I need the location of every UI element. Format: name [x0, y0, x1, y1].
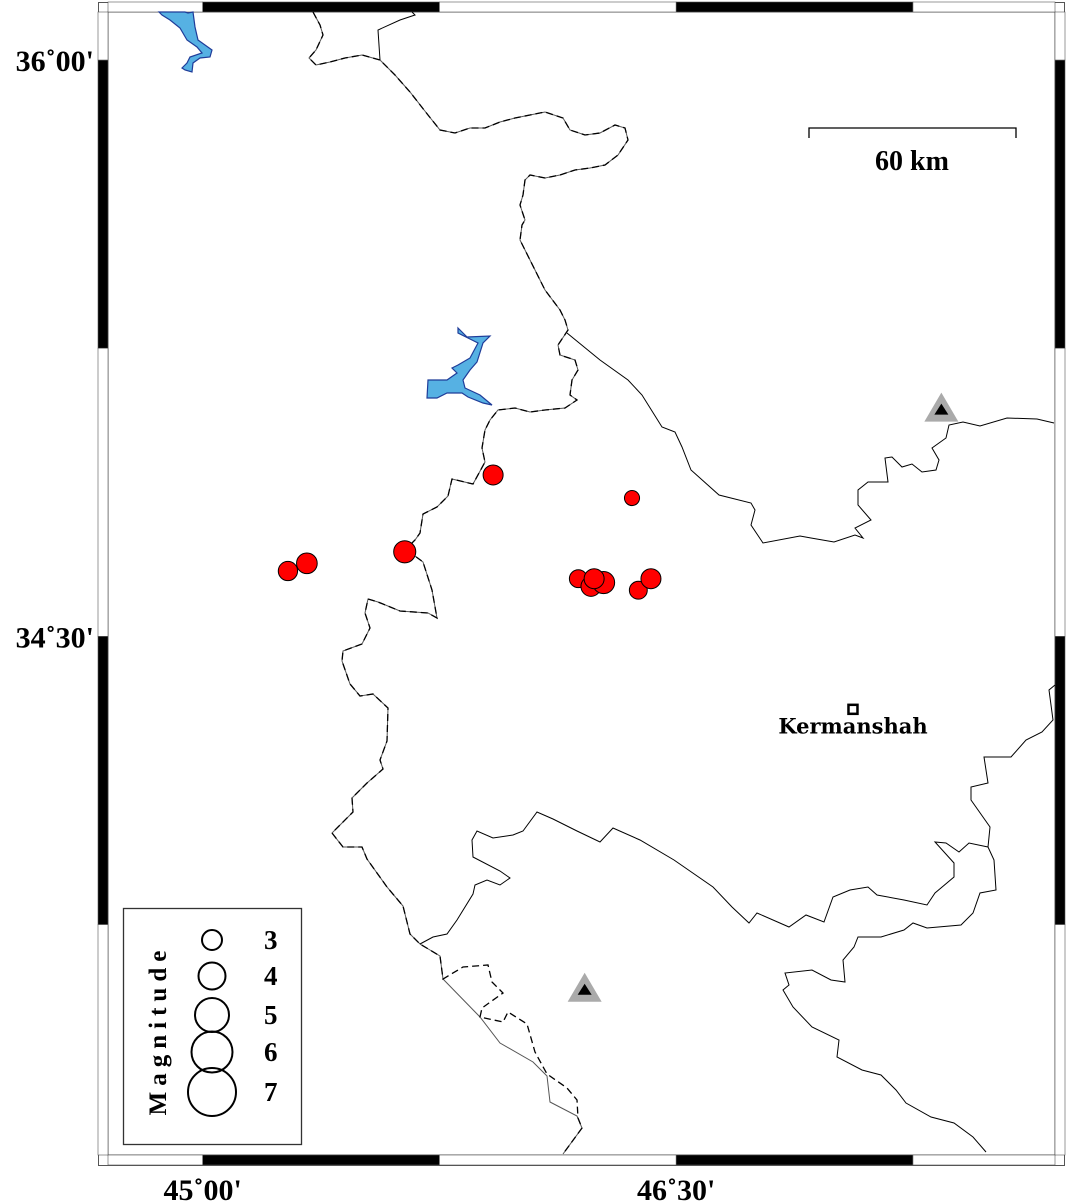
- legend-label: 7: [264, 1077, 278, 1107]
- legend-circle: [187, 1067, 237, 1117]
- station-inner-triangle: [577, 983, 592, 995]
- city-label: Kermanshah: [778, 713, 927, 738]
- frame-bar-left: [97, 59, 109, 349]
- magnitude-legend: Magnitude 3 4 5 6 7: [122, 907, 303, 1146]
- earthquake-event-marker: [628, 580, 648, 600]
- province-boundary-south: [419, 684, 1056, 945]
- lake-north: [157, 11, 213, 73]
- frame-bar-bottom: [439, 1154, 677, 1166]
- province-boundary-north: [566, 332, 1055, 544]
- earthquake-event-marker: [640, 568, 662, 590]
- earthquake-event-marker: [482, 464, 504, 486]
- frame-bar-bottom: [675, 1154, 914, 1166]
- seismic-stations: [567, 392, 959, 1002]
- legend-label: 4: [264, 961, 278, 991]
- station-inner-triangle: [934, 403, 949, 415]
- earthquake-event-marker: [623, 489, 641, 507]
- legend-label: 3: [264, 925, 278, 955]
- border-iran-iraq-dashed: [308, 11, 629, 1155]
- longitude-label: 46˚30': [637, 1174, 715, 1203]
- frame-bar-bottom: [912, 1154, 1056, 1166]
- frame-bar-right: [1054, 924, 1066, 1156]
- latitude-label: 36˚00': [16, 45, 94, 78]
- earthquake-events: [277, 464, 662, 600]
- frame-bar-left: [97, 636, 109, 925]
- lakes: [157, 11, 493, 406]
- frame-bar-right: [1054, 636, 1066, 925]
- latitude-label: 34˚30': [16, 621, 94, 654]
- legend-label: 5: [264, 1000, 278, 1030]
- earthquake-event-marker: [393, 540, 417, 564]
- frame-bar-left: [97, 11, 109, 61]
- legend-items: 3 4 5 6 7: [187, 925, 278, 1117]
- frame-bar-left: [97, 924, 109, 1156]
- frame-bar-right: [1054, 59, 1066, 349]
- station-triangle-icon: [924, 392, 959, 422]
- axis-labels: 45˚00' 46˚30' 36˚00' 34˚30': [16, 45, 716, 1203]
- frame-bar-top: [439, 1, 677, 13]
- frame-bar-top: [912, 1, 1056, 13]
- lake-darbandikhan: [426, 326, 493, 406]
- province-boundary-southeast: [782, 846, 997, 1153]
- scale-bar-line: [808, 127, 1017, 138]
- scale-bar-label: 60 km: [875, 146, 949, 177]
- frame-bar-right: [1054, 347, 1066, 637]
- legend-circle: [190, 1030, 234, 1074]
- scale-bar: 60 km: [808, 127, 1017, 177]
- legend-circle: [201, 929, 223, 951]
- boundary-northwest-spur: [377, 11, 416, 61]
- legend-title: Magnitude: [145, 945, 172, 1116]
- frame-bar-right: [1054, 11, 1066, 61]
- frame-bar-top: [202, 1, 440, 13]
- boundaries: [308, 11, 1056, 1155]
- city-kermanshah: Kermanshah: [778, 703, 928, 738]
- station-triangle-icon: [567, 972, 602, 1002]
- frame-bar-left: [97, 347, 109, 637]
- legend-circle: [197, 961, 227, 991]
- earthquake-event-marker: [296, 552, 318, 575]
- legend-box: [122, 907, 303, 1146]
- frame-bar-bottom: [202, 1154, 440, 1166]
- earthquake-event-marker: [583, 568, 605, 590]
- earthquake-event-marker: [277, 560, 299, 582]
- longitude-label: 45˚00': [164, 1174, 242, 1203]
- frame-bar-top: [675, 1, 914, 13]
- frame-bar-top: [107, 1, 203, 13]
- city-marker-icon: [847, 703, 859, 716]
- frame-bar-bottom: [107, 1154, 203, 1166]
- legend-label: 6: [264, 1037, 278, 1067]
